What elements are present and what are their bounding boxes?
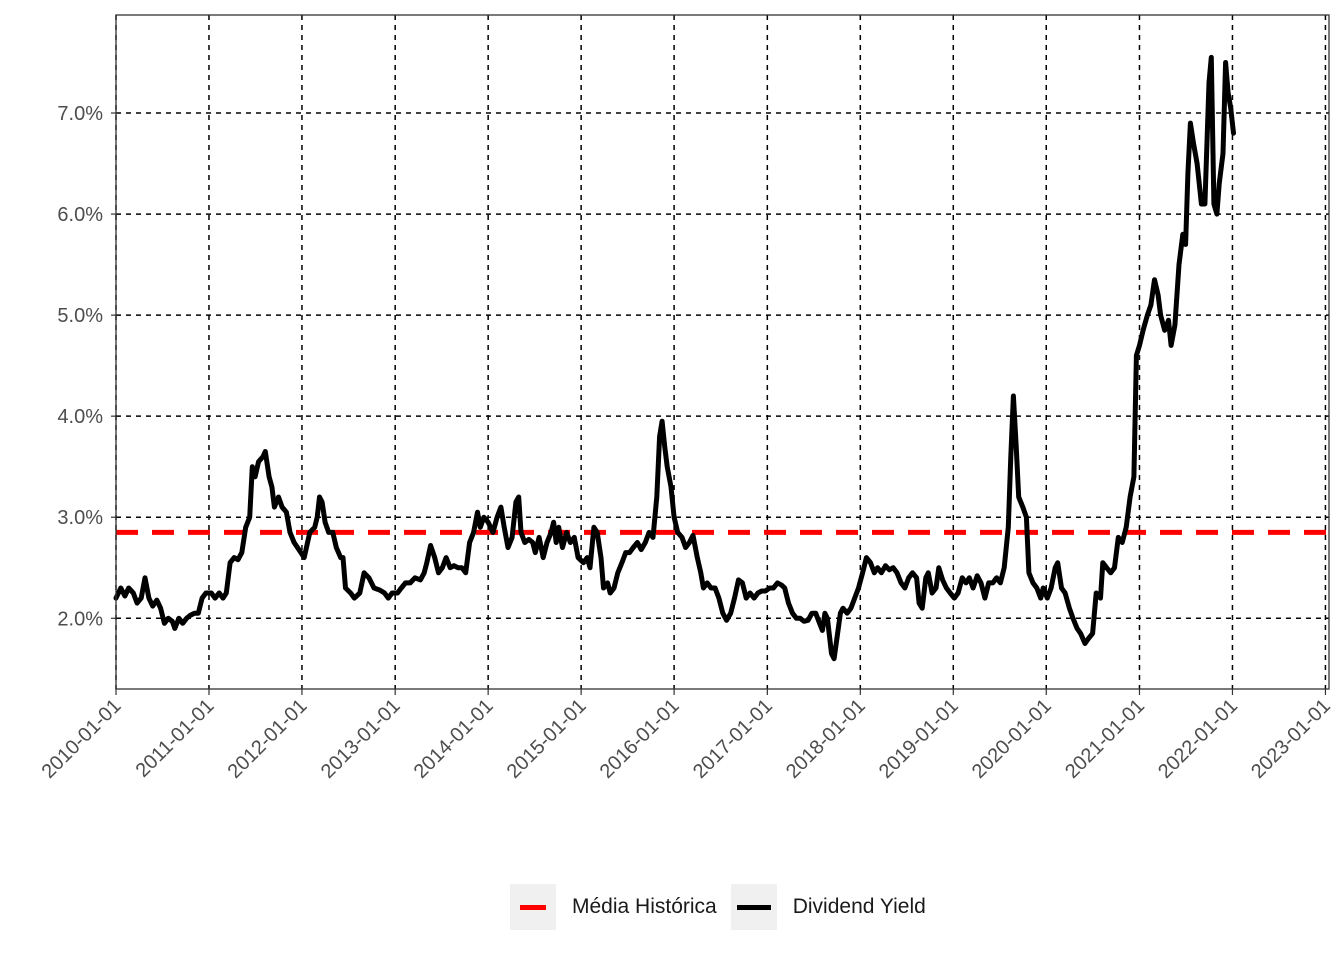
legend-label: Média Histórica [572,895,717,918]
x-tick-label: 2020-01-01 [968,695,1056,783]
y-tick-label: 2.0% [57,608,103,630]
series-layer [113,54,1236,662]
y-tick-label: 4.0% [57,406,103,428]
x-tick-label: 2013-01-01 [317,695,405,783]
x-tick-label: 2023-01-01 [1247,695,1335,783]
x-tick-label: 2016-01-01 [596,695,684,783]
plot-border [115,14,1330,690]
x-tick-label: 2018-01-01 [782,695,870,783]
x-tick-label: 2017-01-01 [689,695,777,783]
x-tick-label: 2019-01-01 [875,695,963,783]
x-axis: 2010-01-01 2011-01-01 2012-01-01 2013-01-01… [38,689,1335,783]
x-tick-label: 2022-01-01 [1154,695,1242,783]
legend-item-media-historica: Média Histórica [510,884,717,930]
series-line-dividend-yield [113,54,1236,662]
x-tick-label: 2015-01-01 [503,695,591,783]
y-axis: 2.0% 3.0% 4.0% 5.0% 6.0% 7.0% [57,103,116,630]
x-tick-label: 2010-01-01 [38,695,126,783]
y-tick-label: 3.0% [57,507,103,529]
legend-key-dashed [510,884,556,930]
legend-label: Dividend Yield [792,895,926,918]
y-tick-label: 6.0% [57,204,103,226]
x-tick-label: 2021-01-01 [1061,695,1149,783]
plot-background [116,15,1329,689]
legend-item-dividend-yield: Dividend Yield [730,884,926,930]
legend-key-solid [730,884,777,930]
legend: Média Histórica Dividend Yield [510,884,940,930]
y-tick-label: 7.0% [57,103,103,125]
x-tick-label: 2014-01-01 [410,695,498,783]
x-tick-label: 2012-01-01 [224,695,312,783]
y-tick-label: 5.0% [57,305,103,327]
x-tick-label: 2011-01-01 [132,695,219,782]
